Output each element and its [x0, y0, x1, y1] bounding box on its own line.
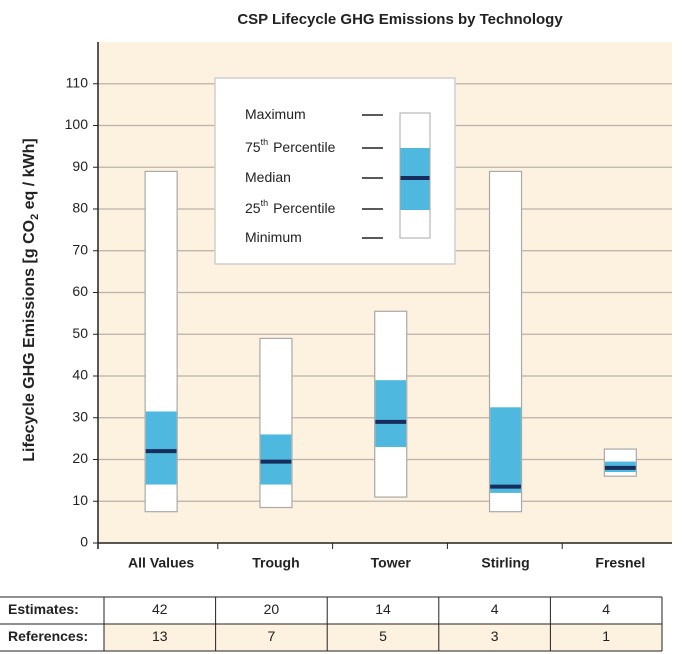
- x-tick-label: Tower: [371, 555, 412, 571]
- box-group: [488, 170, 523, 513]
- box-group: [374, 310, 408, 498]
- legend-text: Percentile: [273, 200, 335, 216]
- table-cell: 13: [152, 628, 168, 644]
- iqr-box: [490, 407, 521, 493]
- table-row-label: References:: [8, 628, 88, 644]
- y-axis-label: Lifecycle GHG Emissions [g CO2 eq / kWh]: [21, 138, 41, 462]
- box-group: [603, 448, 637, 477]
- legend-text: Maximum: [245, 106, 306, 122]
- legend-label: Minimum: [245, 229, 302, 245]
- chart-title: CSP Lifecycle GHG Emissions by Technolog…: [237, 11, 563, 28]
- legend-text: Median: [245, 169, 291, 185]
- legend-number: 75: [245, 139, 261, 155]
- table-cell: 14: [375, 601, 391, 617]
- table-cell: 7: [268, 628, 276, 644]
- x-tick-label: Stirling: [481, 555, 529, 571]
- box-group: [259, 337, 293, 509]
- y-label-main: Lifecycle GHG Emissions [g CO: [21, 220, 38, 462]
- x-tick-label: Fresnel: [595, 555, 645, 571]
- table-row-label: Estimates:: [8, 601, 79, 617]
- x-tick-label: All Values: [128, 555, 194, 571]
- table-row-bg: [104, 624, 662, 651]
- y-tick-label: 10: [72, 492, 88, 508]
- y-tick-label: 50: [72, 325, 88, 341]
- y-tick-label: 60: [72, 283, 88, 299]
- box-group: [144, 170, 178, 513]
- legend-text: Minimum: [245, 229, 302, 245]
- legend-number: 25: [245, 200, 261, 216]
- y-tick-label: 70: [72, 241, 88, 257]
- y-tick-label: 0: [80, 534, 88, 550]
- table-cell: 5: [379, 628, 387, 644]
- table-cell: 4: [491, 601, 499, 617]
- y-tick-label: 100: [65, 116, 89, 132]
- table-cell: 3: [491, 628, 499, 644]
- y-tick-label: 90: [72, 158, 88, 174]
- legend-text: Percentile: [273, 139, 335, 155]
- legend-label: Maximum: [245, 106, 306, 122]
- x-tick-label: Trough: [252, 555, 299, 571]
- table-cell: 42: [152, 601, 168, 617]
- legend-label: 75th Percentile: [245, 137, 336, 154]
- y-tick-label: 30: [72, 408, 88, 424]
- iqr-box: [145, 411, 177, 485]
- legend-suffix: th: [261, 198, 269, 208]
- table-cell: 1: [602, 628, 610, 644]
- legend-label: 25th Percentile: [245, 198, 336, 215]
- legend-label: Median: [245, 169, 291, 185]
- y-tick-label: 80: [72, 200, 88, 216]
- y-tick-label: 20: [72, 450, 88, 466]
- iqr-box: [375, 380, 407, 447]
- y-label-sub: 2: [29, 214, 41, 220]
- y-tick-label: 110: [66, 74, 89, 90]
- iqr-box: [260, 434, 292, 485]
- y-label-rest: eq / kWh]: [21, 138, 38, 214]
- table-cell: 4: [602, 601, 610, 617]
- legend-suffix: th: [261, 137, 269, 147]
- y-tick-label: 40: [72, 367, 88, 383]
- table-cell: 20: [264, 601, 280, 617]
